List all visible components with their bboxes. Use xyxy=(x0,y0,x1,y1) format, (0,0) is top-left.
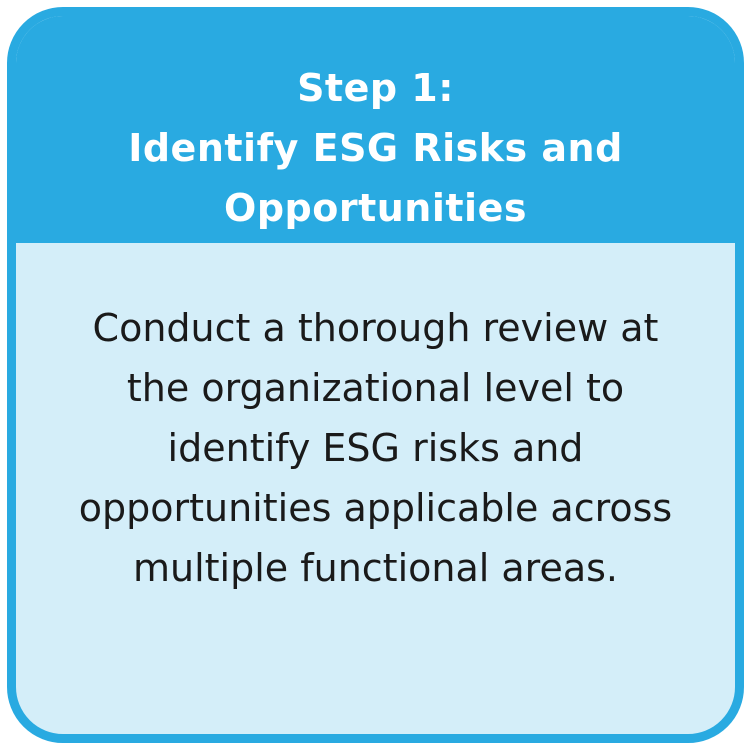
step-card-header: Step 1: Identify ESG Risks and Opportuni… xyxy=(16,16,735,243)
step-card-body: Conduct a thorough review at the organiz… xyxy=(16,243,735,734)
step-title-line-1: Identify ESG Risks and xyxy=(128,126,623,170)
step-card: Step 1: Identify ESG Risks and Opportuni… xyxy=(7,7,744,743)
step-number: Step 1: xyxy=(297,66,454,110)
step-description: Conduct a thorough review at the organiz… xyxy=(78,306,673,590)
step-title-line-2: Opportunities xyxy=(224,186,527,230)
